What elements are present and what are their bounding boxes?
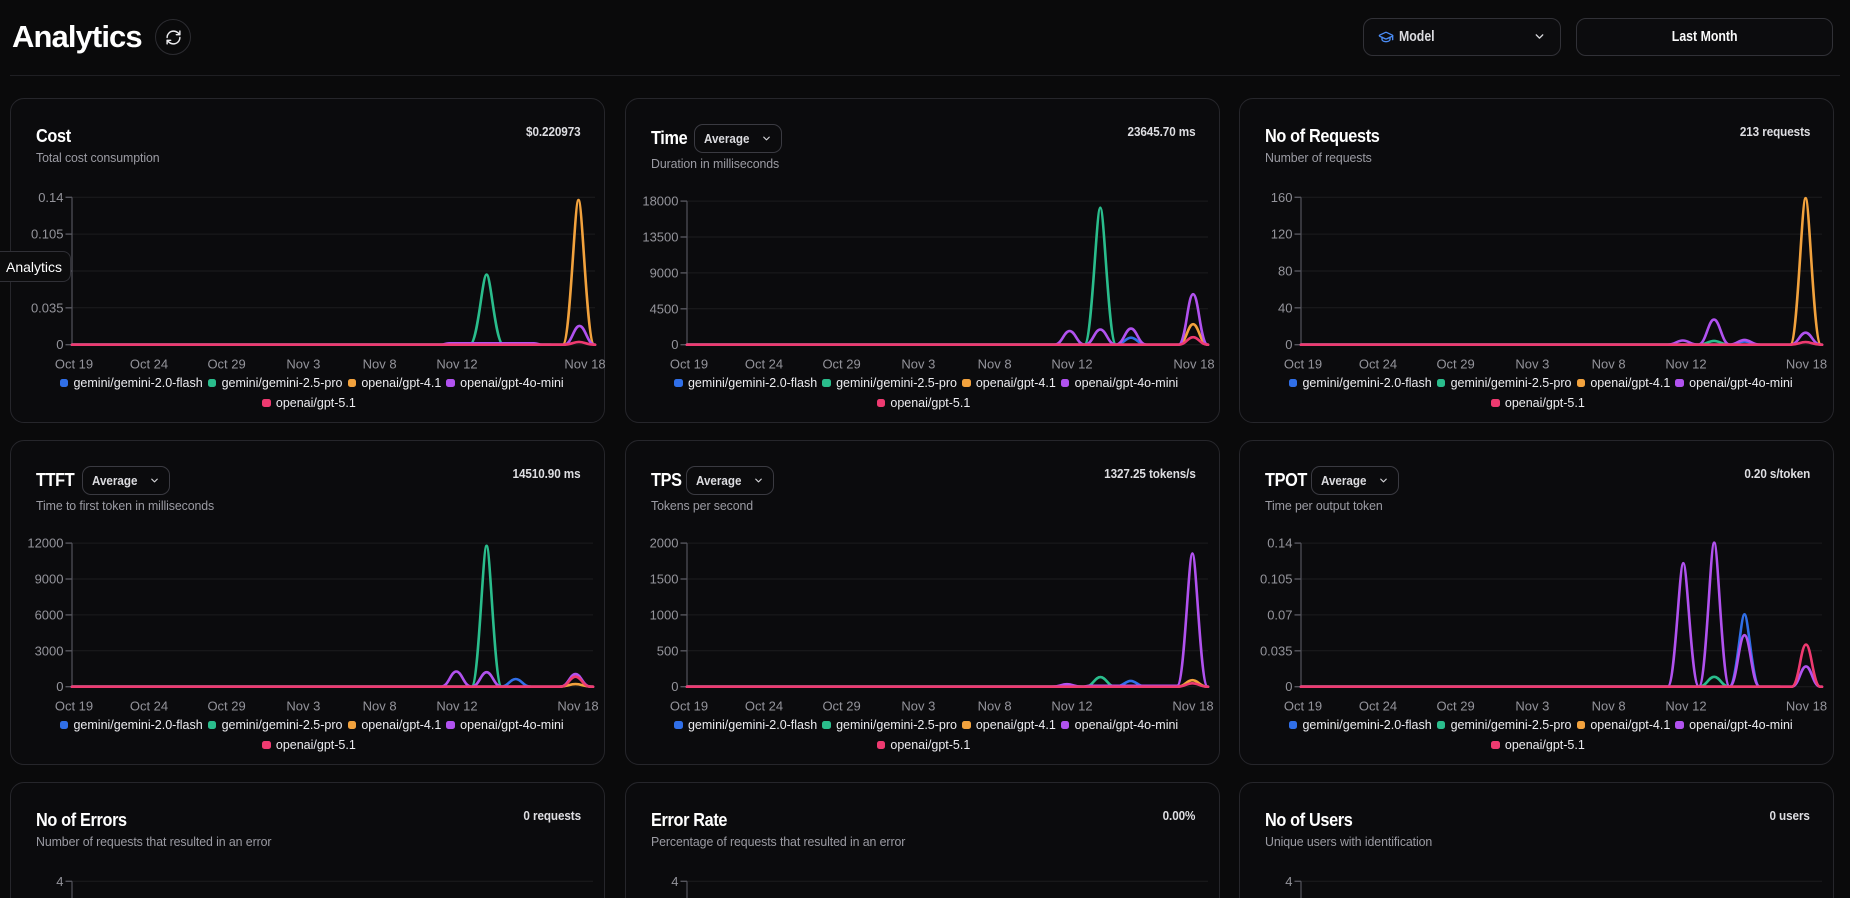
svg-text:0.14: 0.14 bbox=[38, 190, 63, 205]
svg-text:Nov 8: Nov 8 bbox=[1592, 357, 1626, 372]
svg-text:80: 80 bbox=[1278, 264, 1292, 279]
svg-text:Oct 24: Oct 24 bbox=[1359, 699, 1397, 714]
svg-text:40: 40 bbox=[1278, 300, 1292, 315]
svg-text:Nov 12: Nov 12 bbox=[436, 357, 477, 372]
svg-text:Oct 29: Oct 29 bbox=[822, 357, 860, 372]
svg-text:4: 4 bbox=[671, 874, 678, 889]
svg-text:0.07: 0.07 bbox=[1267, 607, 1292, 622]
svg-text:Nov 3: Nov 3 bbox=[901, 357, 935, 372]
svg-text:9000: 9000 bbox=[649, 265, 678, 280]
svg-text:4500: 4500 bbox=[649, 301, 678, 316]
svg-text:Oct 29: Oct 29 bbox=[822, 699, 860, 714]
svg-text:0.035: 0.035 bbox=[1260, 643, 1293, 658]
svg-text:4: 4 bbox=[56, 874, 63, 889]
svg-text:Nov 18: Nov 18 bbox=[1786, 357, 1827, 372]
svg-text:0: 0 bbox=[1285, 337, 1292, 352]
svg-text:0: 0 bbox=[671, 679, 678, 694]
svg-text:0: 0 bbox=[1285, 679, 1292, 694]
svg-text:9000: 9000 bbox=[35, 572, 64, 587]
svg-text:500: 500 bbox=[656, 643, 678, 658]
svg-text:Oct 29: Oct 29 bbox=[1436, 699, 1474, 714]
svg-text:0.035: 0.035 bbox=[31, 300, 64, 315]
svg-text:Nov 18: Nov 18 bbox=[564, 357, 605, 372]
svg-text:Oct 24: Oct 24 bbox=[130, 357, 168, 372]
svg-text:Nov 12: Nov 12 bbox=[1665, 699, 1706, 714]
svg-text:3000: 3000 bbox=[35, 643, 64, 658]
svg-text:1000: 1000 bbox=[649, 607, 678, 622]
svg-text:160: 160 bbox=[1271, 190, 1293, 205]
svg-text:Nov 12: Nov 12 bbox=[1665, 357, 1706, 372]
svg-text:Nov 3: Nov 3 bbox=[1515, 699, 1549, 714]
svg-text:12000: 12000 bbox=[27, 536, 63, 551]
svg-text:Oct 24: Oct 24 bbox=[1359, 357, 1397, 372]
svg-text:Nov 3: Nov 3 bbox=[901, 699, 935, 714]
svg-text:Nov 8: Nov 8 bbox=[977, 357, 1011, 372]
svg-text:Oct 19: Oct 19 bbox=[55, 699, 93, 714]
svg-text:0: 0 bbox=[56, 337, 63, 352]
svg-text:Oct 24: Oct 24 bbox=[130, 699, 168, 714]
svg-text:Nov 12: Nov 12 bbox=[436, 699, 477, 714]
svg-text:Nov 12: Nov 12 bbox=[1051, 699, 1092, 714]
svg-text:Oct 19: Oct 19 bbox=[1284, 357, 1322, 372]
svg-text:0.105: 0.105 bbox=[1260, 572, 1293, 587]
svg-text:2000: 2000 bbox=[649, 536, 678, 551]
svg-text:Oct 19: Oct 19 bbox=[669, 699, 707, 714]
svg-text:1500: 1500 bbox=[649, 572, 678, 587]
svg-text:Nov 8: Nov 8 bbox=[363, 357, 397, 372]
svg-text:120: 120 bbox=[1271, 227, 1293, 242]
svg-text:Oct 29: Oct 29 bbox=[207, 699, 245, 714]
svg-text:13500: 13500 bbox=[642, 230, 678, 245]
svg-text:Nov 3: Nov 3 bbox=[1515, 357, 1549, 372]
svg-text:0.14: 0.14 bbox=[1267, 536, 1292, 551]
svg-text:Nov 12: Nov 12 bbox=[1051, 357, 1092, 372]
svg-text:Nov 8: Nov 8 bbox=[363, 699, 397, 714]
svg-text:Nov 8: Nov 8 bbox=[977, 699, 1011, 714]
svg-text:18000: 18000 bbox=[642, 194, 678, 209]
svg-text:Nov 18: Nov 18 bbox=[557, 699, 598, 714]
svg-text:Nov 18: Nov 18 bbox=[1786, 699, 1827, 714]
svg-text:Oct 24: Oct 24 bbox=[744, 699, 782, 714]
svg-text:Oct 29: Oct 29 bbox=[1436, 357, 1474, 372]
svg-text:0: 0 bbox=[671, 337, 678, 352]
svg-text:Nov 18: Nov 18 bbox=[1172, 699, 1213, 714]
svg-text:0.105: 0.105 bbox=[31, 227, 64, 242]
svg-text:4: 4 bbox=[1285, 874, 1292, 889]
svg-text:Nov 3: Nov 3 bbox=[286, 699, 320, 714]
svg-text:Nov 8: Nov 8 bbox=[1592, 699, 1626, 714]
svg-text:Oct 19: Oct 19 bbox=[669, 357, 707, 372]
svg-text:Nov 3: Nov 3 bbox=[286, 357, 320, 372]
svg-text:Oct 24: Oct 24 bbox=[744, 357, 782, 372]
svg-text:0: 0 bbox=[56, 679, 63, 694]
svg-text:Oct 19: Oct 19 bbox=[55, 357, 93, 372]
svg-text:Nov 18: Nov 18 bbox=[1173, 357, 1214, 372]
svg-text:6000: 6000 bbox=[35, 607, 64, 622]
svg-text:Oct 19: Oct 19 bbox=[1284, 699, 1322, 714]
svg-text:Oct 29: Oct 29 bbox=[207, 357, 245, 372]
